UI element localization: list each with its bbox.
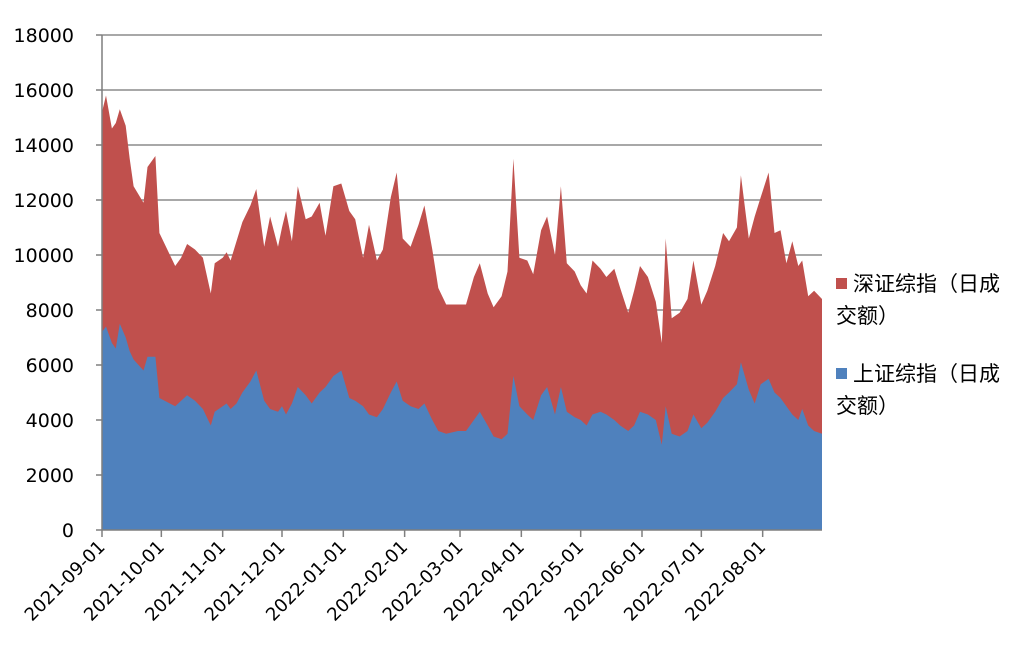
y-tick-label: 10000 — [14, 245, 74, 267]
legend-label-shenzhen: 深证综指（日成交额） — [836, 272, 1000, 328]
y-tick-label: 18000 — [14, 25, 74, 47]
legend-entry-shenzhen: 深证综指（日成交额） — [836, 268, 1011, 332]
y-tick-label: 4000 — [26, 410, 74, 432]
area-series — [102, 95, 822, 530]
y-tick-label: 8000 — [26, 300, 74, 322]
y-tick-label: 14000 — [14, 135, 74, 157]
legend-label-shanghai: 上证综指（日成交额） — [836, 362, 1000, 418]
y-tick-label: 6000 — [26, 355, 74, 377]
legend-swatch-shenzhen — [836, 278, 847, 289]
y-tick-label: 16000 — [14, 80, 74, 102]
legend-swatch-shanghai — [836, 368, 847, 379]
y-tick-label: 2000 — [26, 465, 74, 487]
x-tick-labels: 2021-09-012021-10-012021-11-012021-12-01… — [21, 530, 770, 626]
y-tick-label: 0 — [62, 520, 74, 542]
y-tick-labels: 0 2000 4000 6000 8000 10000 12000 14000 16000 180… — [14, 25, 102, 542]
area-series-shanghai — [102, 323, 822, 530]
legend-entry-shanghai: 上证综指（日成交额） — [836, 358, 1011, 422]
y-tick-label: 12000 — [14, 190, 74, 212]
